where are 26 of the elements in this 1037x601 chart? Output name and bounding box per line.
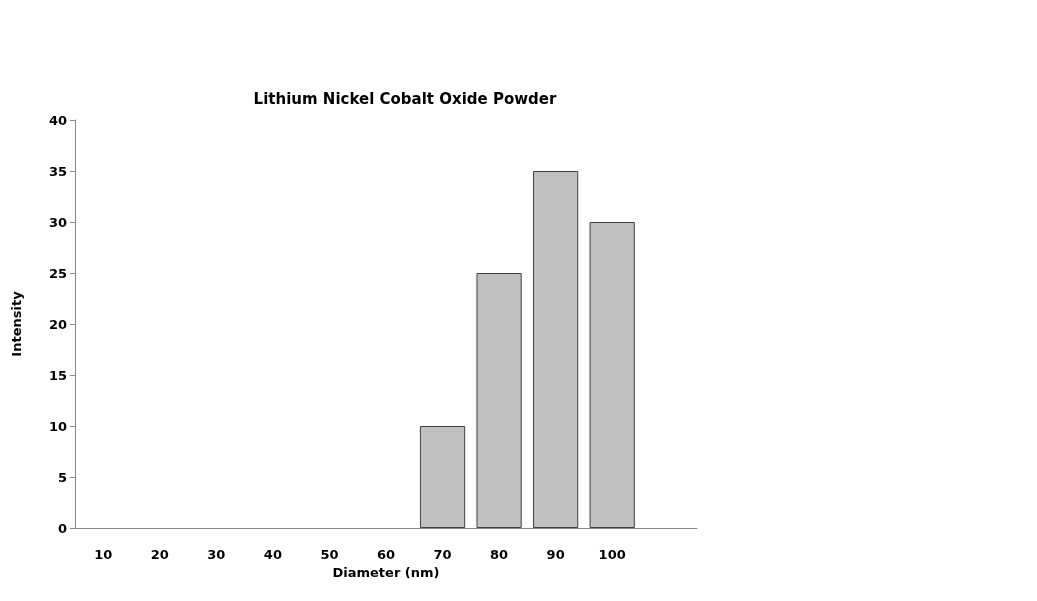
x-tick-label: 80 [490, 547, 509, 562]
x-tick-label: 90 [546, 547, 565, 562]
bar [589, 222, 635, 528]
y-tick-label: 0 [57, 520, 67, 536]
y-tick-label: 25 [48, 265, 67, 281]
x-axis-title: Diameter (nm) [332, 565, 440, 580]
x-tick-label: 70 [433, 547, 452, 562]
y-tick-label: 35 [48, 163, 67, 179]
y-axis-title: Intensity [9, 290, 24, 357]
x-tick-label: 50 [320, 547, 339, 562]
bar [419, 426, 466, 528]
y-tick-label: 5 [57, 469, 67, 485]
y-tick-label: 20 [48, 316, 67, 332]
x-tick-label: 30 [207, 547, 226, 562]
x-tick-label: 100 [598, 547, 626, 562]
x-tick-label: 40 [263, 547, 282, 562]
chart-title: Lithium Nickel Cobalt Oxide Powder [253, 89, 557, 108]
x-tick-label: 20 [150, 547, 169, 562]
x-tick-label: 10 [94, 547, 113, 562]
y-tick-label: 30 [48, 214, 67, 230]
bar [533, 171, 579, 528]
y-tick-label: 15 [48, 367, 67, 383]
y-tick-label: 10 [48, 418, 67, 434]
y-tick-label: 40 [48, 112, 67, 128]
bar [476, 273, 522, 528]
x-tick-label: 60 [376, 547, 396, 562]
